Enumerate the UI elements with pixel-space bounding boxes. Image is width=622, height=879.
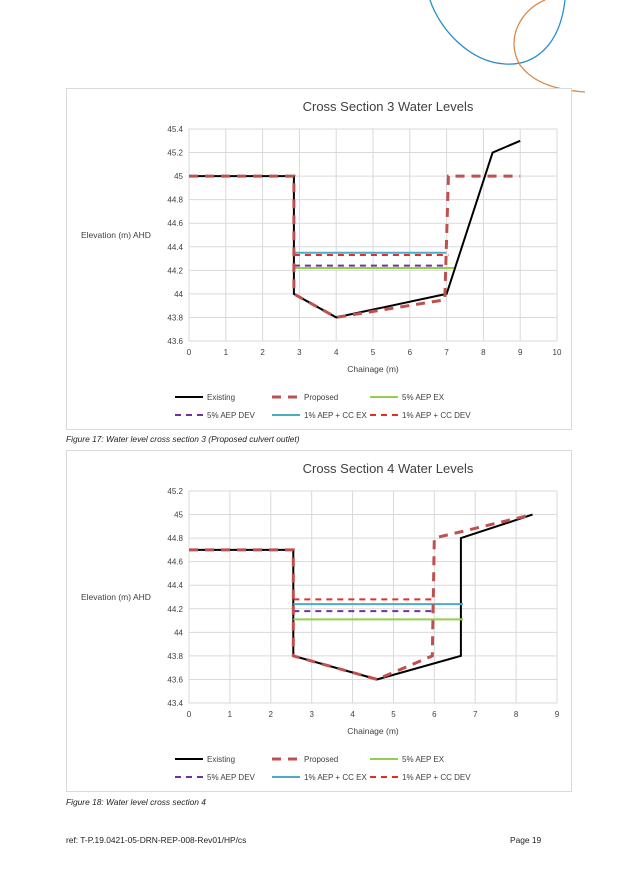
decorative-orange-curve bbox=[513, 0, 586, 93]
y-tick-label: 44.2 bbox=[167, 605, 183, 614]
x-tick-label: 6 bbox=[408, 348, 413, 357]
y-tick-label: 44.8 bbox=[167, 534, 183, 543]
x-tick-label: 10 bbox=[553, 348, 562, 357]
x-tick-label: 7 bbox=[444, 348, 449, 357]
legend-label: 1% AEP + CC EX bbox=[304, 773, 367, 782]
legend-label: 5% AEP EX bbox=[402, 755, 445, 764]
y-tick-label: 44.6 bbox=[167, 558, 183, 567]
footer-reference: ref: T-P.19.0421-05-DRN-REP-008-Rev01/HP… bbox=[66, 835, 247, 845]
x-axis-label: Chainage (m) bbox=[347, 726, 399, 736]
chart-cross-section-3: Cross Section 3 Water Levels 43.6 43.8 44 44… bbox=[66, 88, 572, 430]
x-tick-label: 7 bbox=[473, 710, 478, 719]
y-tick-label: 44.4 bbox=[167, 243, 183, 252]
header-decoration bbox=[429, 0, 586, 93]
chart-title: Cross Section 4 Water Levels bbox=[303, 461, 474, 476]
y-tick-label: 44.2 bbox=[167, 266, 183, 275]
x-tick-label: 5 bbox=[371, 348, 376, 357]
chart-cross-section-4-svg: Cross Section 4 Water Levels 43.4 43.6 43.8… bbox=[81, 461, 560, 782]
x-tick-label: 4 bbox=[350, 710, 355, 719]
chart-cross-section-4: Cross Section 4 Water Levels 43.4 43.6 43.8… bbox=[66, 450, 572, 792]
chart-title: Cross Section 3 Water Levels bbox=[303, 99, 474, 114]
footer-page-number: Page 19 bbox=[510, 835, 542, 845]
legend-label: 1% AEP + CC EX bbox=[304, 411, 367, 420]
y-tick-label: 44.4 bbox=[167, 581, 183, 590]
y-axis-label: Elevation (m) AHD bbox=[81, 592, 151, 602]
x-tick-label: 2 bbox=[260, 348, 265, 357]
legend-label: 1% AEP + CC DEV bbox=[402, 411, 471, 420]
y-tick-label: 43.8 bbox=[167, 313, 183, 322]
x-tick-label: 8 bbox=[481, 348, 486, 357]
x-tick-label: 3 bbox=[309, 710, 314, 719]
y-tick-label: 45.2 bbox=[167, 487, 183, 496]
chart-cross-section-3-svg: Cross Section 3 Water Levels43.643.84444… bbox=[81, 99, 562, 420]
y-axis-label: Elevation (m) AHD bbox=[81, 230, 151, 240]
series-line-proposed bbox=[189, 513, 533, 681]
y-tick-label: 44.6 bbox=[167, 219, 183, 228]
x-tick-label: 8 bbox=[514, 710, 519, 719]
y-tick-label: 44 bbox=[174, 290, 183, 299]
legend-label: 1% AEP + CC DEV bbox=[402, 773, 471, 782]
figure-17-caption: Figure 17: Water level cross section 3 (… bbox=[66, 434, 300, 444]
x-tick-label: 4 bbox=[334, 348, 339, 357]
x-tick-label: 9 bbox=[555, 710, 560, 719]
x-tick-label: 5 bbox=[391, 710, 396, 719]
legend-label: 5% AEP EX bbox=[402, 393, 445, 402]
series-line-proposed bbox=[189, 174, 521, 319]
legend-label: Existing bbox=[207, 393, 235, 402]
x-tick-label: 3 bbox=[297, 348, 302, 357]
y-tick-label: 45.2 bbox=[167, 149, 183, 158]
legend-label: 5% AEP DEV bbox=[207, 773, 256, 782]
y-tick-label: 45.4 bbox=[167, 125, 183, 134]
y-tick-label: 43.8 bbox=[167, 652, 183, 661]
x-axis-label: Chainage (m) bbox=[347, 364, 399, 374]
y-tick-label: 45 bbox=[174, 172, 183, 181]
legend-label: 5% AEP DEV bbox=[207, 411, 256, 420]
y-tick-label: 43.6 bbox=[167, 675, 183, 684]
y-tick-label: 43.6 bbox=[167, 337, 183, 346]
legend-label: Proposed bbox=[304, 755, 338, 764]
x-tick-label: 1 bbox=[228, 710, 233, 719]
series-line-existing bbox=[189, 513, 533, 681]
x-tick-label: 2 bbox=[269, 710, 274, 719]
legend-label: Proposed bbox=[304, 393, 338, 402]
x-tick-label: 9 bbox=[518, 348, 523, 357]
series-line-existing bbox=[189, 139, 521, 319]
x-tick-label: 0 bbox=[187, 348, 192, 357]
x-tick-label: 0 bbox=[187, 710, 192, 719]
y-tick-label: 43.4 bbox=[167, 699, 183, 708]
figure-18-caption: Figure 18: Water level cross section 4 bbox=[66, 797, 206, 807]
decorative-blue-curve bbox=[429, 0, 566, 65]
y-tick-label: 44 bbox=[174, 628, 183, 637]
x-tick-label: 6 bbox=[432, 710, 437, 719]
y-tick-label: 44.8 bbox=[167, 196, 183, 205]
legend-label: Existing bbox=[207, 755, 235, 764]
y-tick-label: 45 bbox=[174, 511, 183, 520]
x-tick-label: 1 bbox=[224, 348, 229, 357]
